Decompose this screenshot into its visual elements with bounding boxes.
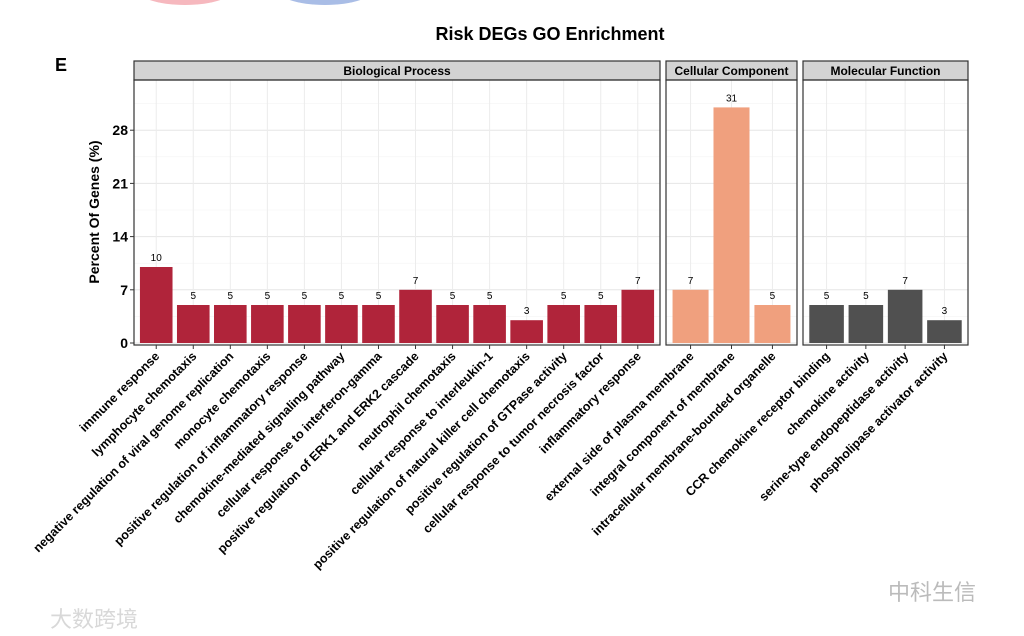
panel-border [802, 79, 969, 346]
bar-value-label: 3 [942, 306, 948, 317]
bar [214, 305, 247, 343]
bar [672, 289, 709, 343]
bar-value-label: 5 [339, 291, 345, 302]
bar [584, 305, 618, 343]
bar-value-label: 5 [824, 291, 830, 302]
bar-value-label: 7 [688, 276, 694, 287]
y-tick-label: 0 [120, 335, 128, 351]
bar [325, 305, 358, 343]
bar-value-label: 31 [726, 93, 738, 104]
y-tick-label: 21 [112, 175, 128, 191]
panel-border [133, 79, 661, 346]
y-tick-label: 14 [112, 229, 128, 245]
bar-value-label: 7 [635, 276, 641, 287]
bar [176, 305, 210, 343]
chart-title: Risk DEGs GO Enrichment [435, 24, 664, 44]
bar-value-label: 5 [487, 291, 493, 302]
bar-value-label: 5 [863, 291, 869, 302]
bar [473, 305, 506, 343]
bar [848, 305, 884, 343]
bar-value-label: 5 [770, 291, 776, 302]
bar-value-label: 3 [524, 306, 530, 317]
decor-blue-ellipse [289, 0, 361, 5]
bar [436, 305, 469, 343]
bar-value-label: 5 [265, 291, 271, 302]
bar [251, 305, 284, 343]
watermark-right: 中科生信 [888, 581, 977, 606]
bar-value-label: 5 [302, 291, 308, 302]
bar-value-label: 5 [561, 291, 567, 302]
panel-border [665, 79, 798, 346]
bar-value-label: 5 [598, 291, 604, 302]
bar-value-label: 10 [151, 253, 163, 264]
bar [362, 305, 395, 343]
bar-value-label: 7 [902, 276, 908, 287]
panel-label: E [55, 55, 67, 75]
decor-pink-ellipse [149, 0, 221, 5]
bar-value-label: 5 [228, 291, 234, 302]
y-tick-label: 28 [112, 122, 128, 138]
bar [139, 267, 173, 343]
bar-value-label: 5 [190, 291, 196, 302]
bar [510, 320, 543, 343]
y-tick-label: 7 [120, 282, 128, 298]
bar [399, 289, 432, 343]
bar-value-label: 5 [450, 291, 456, 302]
bar [621, 289, 655, 343]
watermark-left: 大数跨境 [50, 608, 139, 633]
y-axis-label: Percent Of Genes (%) [86, 140, 102, 283]
facet-strip-label: Biological Process [343, 64, 451, 78]
bar [288, 305, 321, 343]
facet-strip-label: Molecular Function [830, 64, 940, 78]
bar [754, 305, 791, 343]
bar [887, 289, 923, 343]
bar [713, 107, 750, 344]
bar [927, 320, 962, 343]
x-tick-label: phospholipase activator activity [806, 349, 951, 494]
bar [809, 305, 844, 343]
x-tick-label: serine-type endopeptidase activity [756, 349, 911, 504]
bar-value-label: 7 [413, 276, 419, 287]
x-tick-label: chemokine-mediated signaling pathway [171, 349, 348, 526]
bar-value-label: 5 [376, 291, 382, 302]
bar [547, 305, 580, 343]
facet-strip-label: Cellular Component [674, 64, 788, 78]
